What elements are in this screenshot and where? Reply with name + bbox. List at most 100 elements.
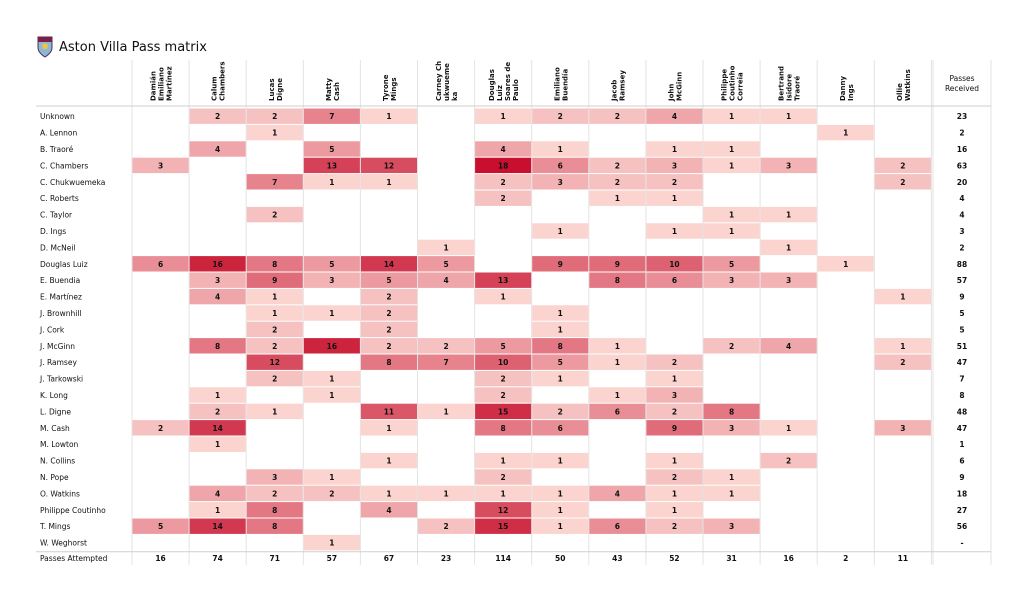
cell-value-label: 5: [443, 260, 448, 269]
passes-attempted-value: 11: [898, 554, 908, 563]
cell-value-label: 2: [672, 522, 677, 531]
row-label: Unknown: [40, 112, 75, 121]
cell-value-label: 3: [786, 276, 791, 285]
cell-value-label: 6: [672, 276, 677, 285]
heatmap-cell: [646, 256, 703, 272]
column-header-label: Cash: [333, 82, 341, 101]
row-label: J. Tarkowski: [39, 375, 83, 384]
heatmap-cell: [589, 157, 646, 174]
cell-value-label: 4: [386, 506, 391, 515]
row-label: L. Digne: [40, 407, 71, 416]
heatmap-cell: [418, 354, 475, 370]
cell-value-label: 1: [443, 243, 448, 252]
heatmap-cell: [475, 420, 532, 436]
column-header-label: Paulo: [512, 79, 520, 101]
cell-value-label: 1: [672, 489, 677, 498]
heatmap-cell: [589, 272, 646, 288]
heatmap-cell: [475, 272, 532, 288]
heatmap-cell: [589, 485, 646, 502]
heatmap-cell: [189, 338, 246, 354]
cell-value-label: 3: [786, 161, 791, 170]
heatmap-cell: [475, 403, 532, 420]
row-label: C. Chukwuemeka: [40, 178, 105, 187]
heatmap-cell: [703, 485, 760, 502]
cell-value-label: 1: [501, 457, 506, 466]
cell-value-label: 2: [900, 161, 905, 170]
cell-value-label: 5: [558, 358, 563, 367]
heatmap-cell: [189, 387, 246, 403]
heatmap-cell: [874, 338, 931, 354]
heatmap-cell: [360, 272, 417, 288]
heatmap-cell: [189, 502, 246, 518]
row-label: J. Brownhill: [39, 309, 82, 318]
heatmap-cell: [475, 108, 532, 124]
cell-value-label: 3: [272, 473, 277, 482]
cell-value-label: 8: [215, 342, 220, 351]
cell-value-label: 2: [558, 112, 563, 121]
column-header-label: Douglas: [488, 69, 496, 101]
heatmap-cell: [360, 108, 417, 124]
cell-value-label: 12: [270, 358, 280, 367]
cell-value-label: 1: [615, 358, 620, 367]
cell-value-label: 7: [329, 112, 334, 121]
passes-received-value: 3: [959, 227, 964, 236]
cell-value-label: 1: [329, 473, 334, 482]
heatmap-cell: [532, 370, 589, 387]
row-label: E. Martínez: [40, 293, 82, 302]
heatmap-cell: [532, 452, 589, 469]
heatmap-cell: [360, 338, 417, 354]
cell-value-label: 2: [272, 325, 277, 334]
heatmap-cell: [246, 305, 303, 321]
heatmap-cell: [646, 108, 703, 124]
heatmap-cell: [532, 157, 589, 174]
column-header-label: ka: [451, 91, 459, 101]
heatmap-cell: [532, 420, 589, 436]
heatmap-cell: [703, 108, 760, 124]
cell-value-label: 1: [843, 129, 848, 138]
heatmap-cell: [874, 174, 931, 190]
heatmap-cell: [646, 452, 703, 469]
passes-attempted-value: 74: [212, 554, 222, 563]
cell-value-label: 16: [327, 342, 337, 351]
cell-value-label: 15: [498, 407, 508, 416]
cell-value-label: 1: [672, 145, 677, 154]
cell-value-label: 2: [615, 161, 620, 170]
column-header-label: Correia: [737, 72, 745, 101]
heatmap-cell: [246, 108, 303, 124]
heatmap-cell: [246, 469, 303, 485]
cell-value-label: 2: [272, 489, 277, 498]
column-header-label: Chambers: [219, 61, 227, 101]
cell-value-label: 12: [384, 161, 394, 170]
cell-value-label: 9: [272, 276, 277, 285]
heatmap-cell: [760, 338, 817, 354]
cell-value-label: 2: [272, 112, 277, 121]
passes-received-value: 9: [959, 473, 964, 482]
cell-value-label: 7: [443, 358, 448, 367]
heatmap-cell: [532, 174, 589, 190]
cell-value-label: 2: [672, 178, 677, 187]
cell-value-label: 2: [386, 325, 391, 334]
cell-value-label: 1: [501, 293, 506, 302]
cell-value-label: 15: [498, 522, 508, 531]
aston-villa-crest-icon: [37, 36, 53, 58]
column-header-label: Ollie: [896, 83, 904, 101]
cell-value-label: 14: [212, 522, 222, 531]
heatmap-cell: [303, 305, 360, 321]
cell-value-label: 1: [558, 309, 563, 318]
row-label: N. Pope: [40, 473, 69, 482]
heatmap-cell: [189, 256, 246, 272]
heatmap-cell: [589, 338, 646, 354]
heatmap-cell: [475, 174, 532, 190]
cell-value-label: 2: [501, 473, 506, 482]
heatmap-cell: [132, 157, 189, 174]
passes-received-value: 9: [959, 293, 964, 302]
cell-value-label: 11: [384, 407, 394, 416]
passes-received-value: 27: [957, 506, 967, 515]
heatmap-cell: [703, 256, 760, 272]
heatmap-cell: [646, 272, 703, 288]
cell-value-label: 1: [272, 309, 277, 318]
cell-value-label: 2: [386, 293, 391, 302]
row-label: D. McNeil: [40, 243, 76, 252]
cell-value-label: 1: [615, 194, 620, 203]
row-label: J. Cork: [39, 325, 65, 334]
